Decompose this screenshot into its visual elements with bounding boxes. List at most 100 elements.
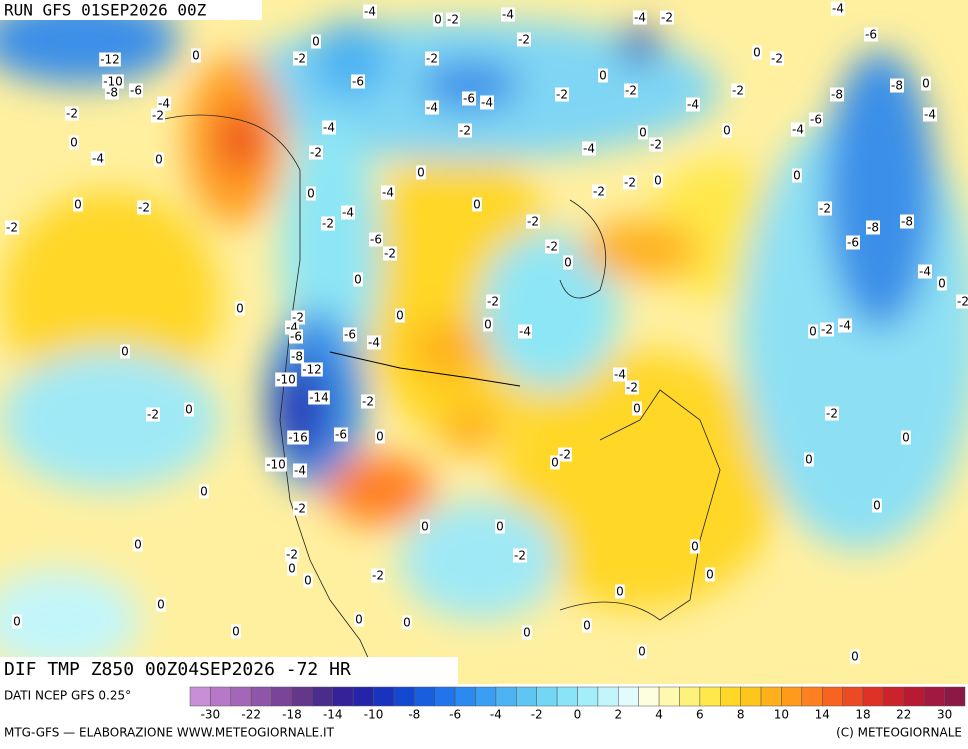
contour-label-bg [265, 457, 287, 472]
contour-label-bg [518, 324, 532, 339]
colorbar-swatch [414, 686, 435, 707]
contour-label-bg [69, 135, 79, 150]
colorbar-tick-label: 18 [855, 708, 870, 722]
contour-label-bg [231, 624, 241, 639]
contour-label-bg [462, 91, 476, 106]
colorbar-swatch [230, 686, 252, 707]
contour-label-bg [287, 430, 309, 445]
contour-label: -4 [792, 123, 804, 137]
contour-label: 0 [551, 456, 559, 470]
contour-label: 0 [873, 499, 881, 513]
contour-label-bg [151, 108, 165, 123]
contour-label: 0 [654, 174, 662, 188]
contour-label: 0 [121, 345, 129, 359]
contour-label-bg [137, 200, 151, 215]
contour-label-bg [369, 232, 383, 247]
contour-label-bg [615, 584, 625, 599]
contour-label-bg [818, 201, 832, 216]
contour-label-bg [235, 301, 245, 316]
contour-label: -2 [626, 381, 638, 395]
contour-label-bg [872, 498, 882, 513]
contour-label-bg [458, 123, 472, 138]
contour-label-bg [918, 264, 932, 279]
colorbar-swatch [393, 686, 415, 707]
contour-label: -2 [625, 84, 637, 98]
colorbar-swatch [332, 686, 354, 707]
contour-label-bg [306, 186, 316, 201]
contour-label-bg [120, 344, 130, 359]
credit-label: MTG-GFS — ELABORAZIONE WWW.METEOGIORNALE… [4, 726, 335, 740]
colorbar-swatch [352, 686, 374, 707]
contour-label-bg [420, 519, 430, 534]
contour-label-bg [5, 220, 19, 235]
contour-label: -4 [286, 321, 298, 335]
contour-label-bg [563, 255, 573, 270]
contour-label-bg [480, 95, 494, 110]
contour-label-bg [526, 214, 540, 229]
contour-label: 0 [312, 35, 320, 49]
contour-label-bg [105, 85, 119, 100]
contour-label-bg [367, 335, 381, 350]
contour-label: -2 [286, 548, 298, 562]
contour-label-bg [285, 547, 299, 562]
contour-label: -4 [368, 336, 380, 350]
contour-label-bg [705, 567, 715, 582]
contour-label: -4 [634, 11, 646, 25]
contour-label: -2 [66, 107, 78, 121]
contour-label: -2 [518, 33, 530, 47]
colorbar-tick-label: 10 [774, 708, 789, 722]
contour-label-bg [866, 220, 880, 235]
contour-label-bg [275, 372, 297, 387]
contour-label: -2 [322, 217, 334, 231]
contour-label: 0 [134, 538, 142, 552]
contour-label-bg [402, 615, 412, 630]
contour-label: -2 [384, 247, 396, 261]
contour-label-bg [146, 407, 160, 422]
contour-label-bg [154, 152, 164, 167]
contour-label-bg [850, 649, 860, 664]
contour-label-bg [660, 10, 674, 25]
contour-label-bg [311, 34, 321, 49]
contour-label: -2 [527, 215, 539, 229]
contour-label-bg [322, 120, 336, 135]
contour-label: -2 [650, 138, 662, 152]
colorbar-swatch [189, 686, 211, 707]
contour-label: 0 [13, 615, 21, 629]
contour-label: 0 [155, 153, 163, 167]
contour-labels: -40 -2 -4 -4 -2-4-6-12-10-8 -6-4-2-20-4 00 -2-2… [5, 1, 968, 664]
contour-label-bg [558, 447, 572, 462]
contour-label-bg [582, 618, 592, 633]
contour-label-bg [289, 329, 303, 344]
contour-label: -10 [266, 458, 286, 472]
contour-label: -8 [867, 221, 879, 235]
contour-label-bg [632, 401, 642, 416]
contour-label-bg [361, 394, 375, 409]
contour-label-bg [129, 83, 143, 98]
colorbar-swatch [862, 686, 884, 707]
colorbar-swatch [842, 686, 864, 707]
contour-label: -2 [292, 311, 304, 325]
colorbar-tick-label: -4 [490, 708, 502, 722]
contour-label-bg [637, 644, 647, 659]
contour-label-bg [921, 76, 931, 91]
contour-label-bg [290, 349, 304, 364]
contour-label-bg [308, 390, 330, 405]
colorbar-tick-label: 14 [815, 708, 830, 722]
contour-label: 0 [599, 69, 607, 83]
contour-label: -2 [147, 408, 159, 422]
contour-label: -8 [831, 88, 843, 102]
contour-label: 0 [396, 309, 404, 323]
contour-label: -14 [309, 391, 329, 405]
colorbar-swatch [291, 686, 313, 707]
contour-label: -2 [426, 52, 438, 66]
contour-label-bg [830, 87, 844, 102]
contour-label-bg [483, 317, 493, 332]
contour-label: -6 [810, 113, 822, 127]
contour-label-bg [864, 27, 878, 42]
contour-label-bg [395, 308, 405, 323]
contour-label: 0 [355, 613, 363, 627]
colorbar-swatch [903, 686, 925, 707]
contour-label-bg [550, 455, 560, 470]
contour-label: -2 [819, 202, 831, 216]
